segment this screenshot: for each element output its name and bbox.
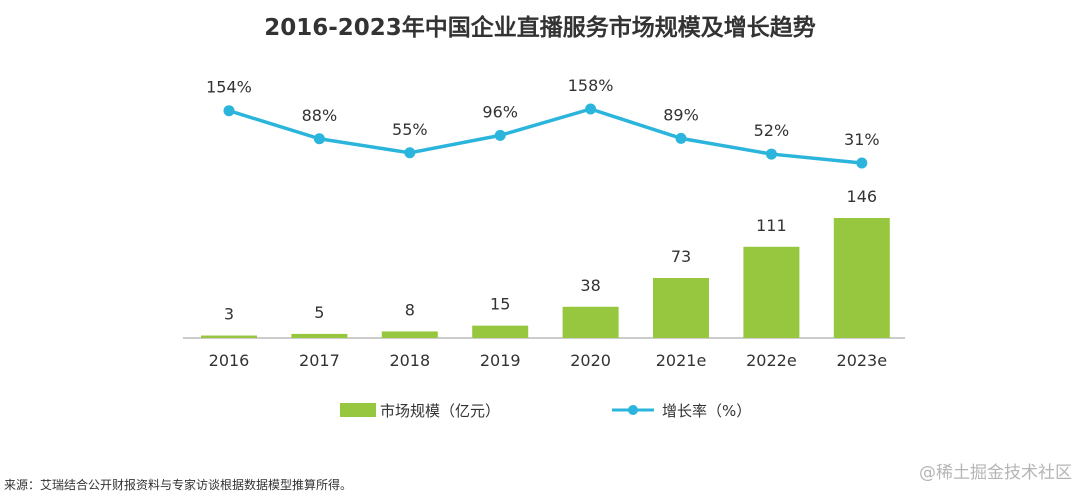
x-tick-label: 2019 [480, 351, 521, 370]
bar-2017 [291, 333, 348, 338]
x-tick-label: 2017 [299, 351, 340, 370]
growth-point-2019 [494, 129, 506, 141]
bar-value-label: 111 [756, 216, 787, 235]
bar-2016 [201, 335, 257, 338]
source-note: 来源：艾瑞结合公开财报资料与专家访谈根据数据模型推算所得。 [4, 478, 353, 492]
growth-point-2023e [856, 157, 868, 169]
legend-line-label: 增长率（%） [662, 402, 751, 420]
bar-2019 [472, 325, 529, 338]
growth-point-2018 [404, 147, 416, 159]
bar-value-label: 38 [580, 276, 600, 295]
growth-rate-line [228, 107, 862, 165]
growth-point-2022e [765, 148, 777, 160]
bar-value-label: 3 [224, 305, 234, 324]
growth-value-label: 154% [206, 78, 252, 97]
bar-value-label: 146 [847, 187, 878, 206]
growth-point-2021e [675, 132, 687, 144]
x-tick-label: 2020 [570, 351, 611, 370]
growth-point-2017 [313, 133, 325, 145]
growth-point-2020 [585, 103, 597, 115]
bar-2022e [743, 246, 800, 338]
bar-2018 [381, 331, 438, 338]
growth-value-label: 158% [568, 76, 614, 95]
x-tick-label: 2021e [656, 351, 707, 370]
legend-line-marker [628, 405, 638, 415]
growth-value-label: 89% [663, 105, 699, 124]
x-tick-label: 2016 [209, 351, 250, 370]
bar-value-label: 5 [314, 303, 324, 322]
bar-value-label: 8 [405, 300, 415, 319]
growth-value-label: 96% [482, 102, 518, 121]
bar-2020 [562, 306, 619, 338]
growth-value-label: 88% [302, 106, 338, 125]
legend-bar-label: 市场规模（亿元） [380, 402, 500, 420]
legend-bar-swatch [340, 403, 376, 417]
watermark: @稀土掘金技术社区 [919, 463, 1072, 483]
growth-value-label: 52% [754, 121, 790, 140]
bar-2023e [833, 218, 890, 338]
x-tick-label: 2022e [746, 351, 797, 370]
bar-2021e [653, 278, 709, 338]
chart-title: 2016-2023年中国企业直播服务市场规模及增长趋势 [264, 14, 816, 41]
growth-value-label: 31% [844, 130, 880, 149]
x-tick-label: 2018 [389, 351, 430, 370]
bar-value-label: 15 [490, 295, 510, 314]
x-tick-label: 2023e [837, 351, 888, 370]
growth-point-2016 [223, 105, 235, 117]
bar-value-label: 73 [671, 247, 691, 266]
growth-value-label: 55% [392, 120, 428, 139]
